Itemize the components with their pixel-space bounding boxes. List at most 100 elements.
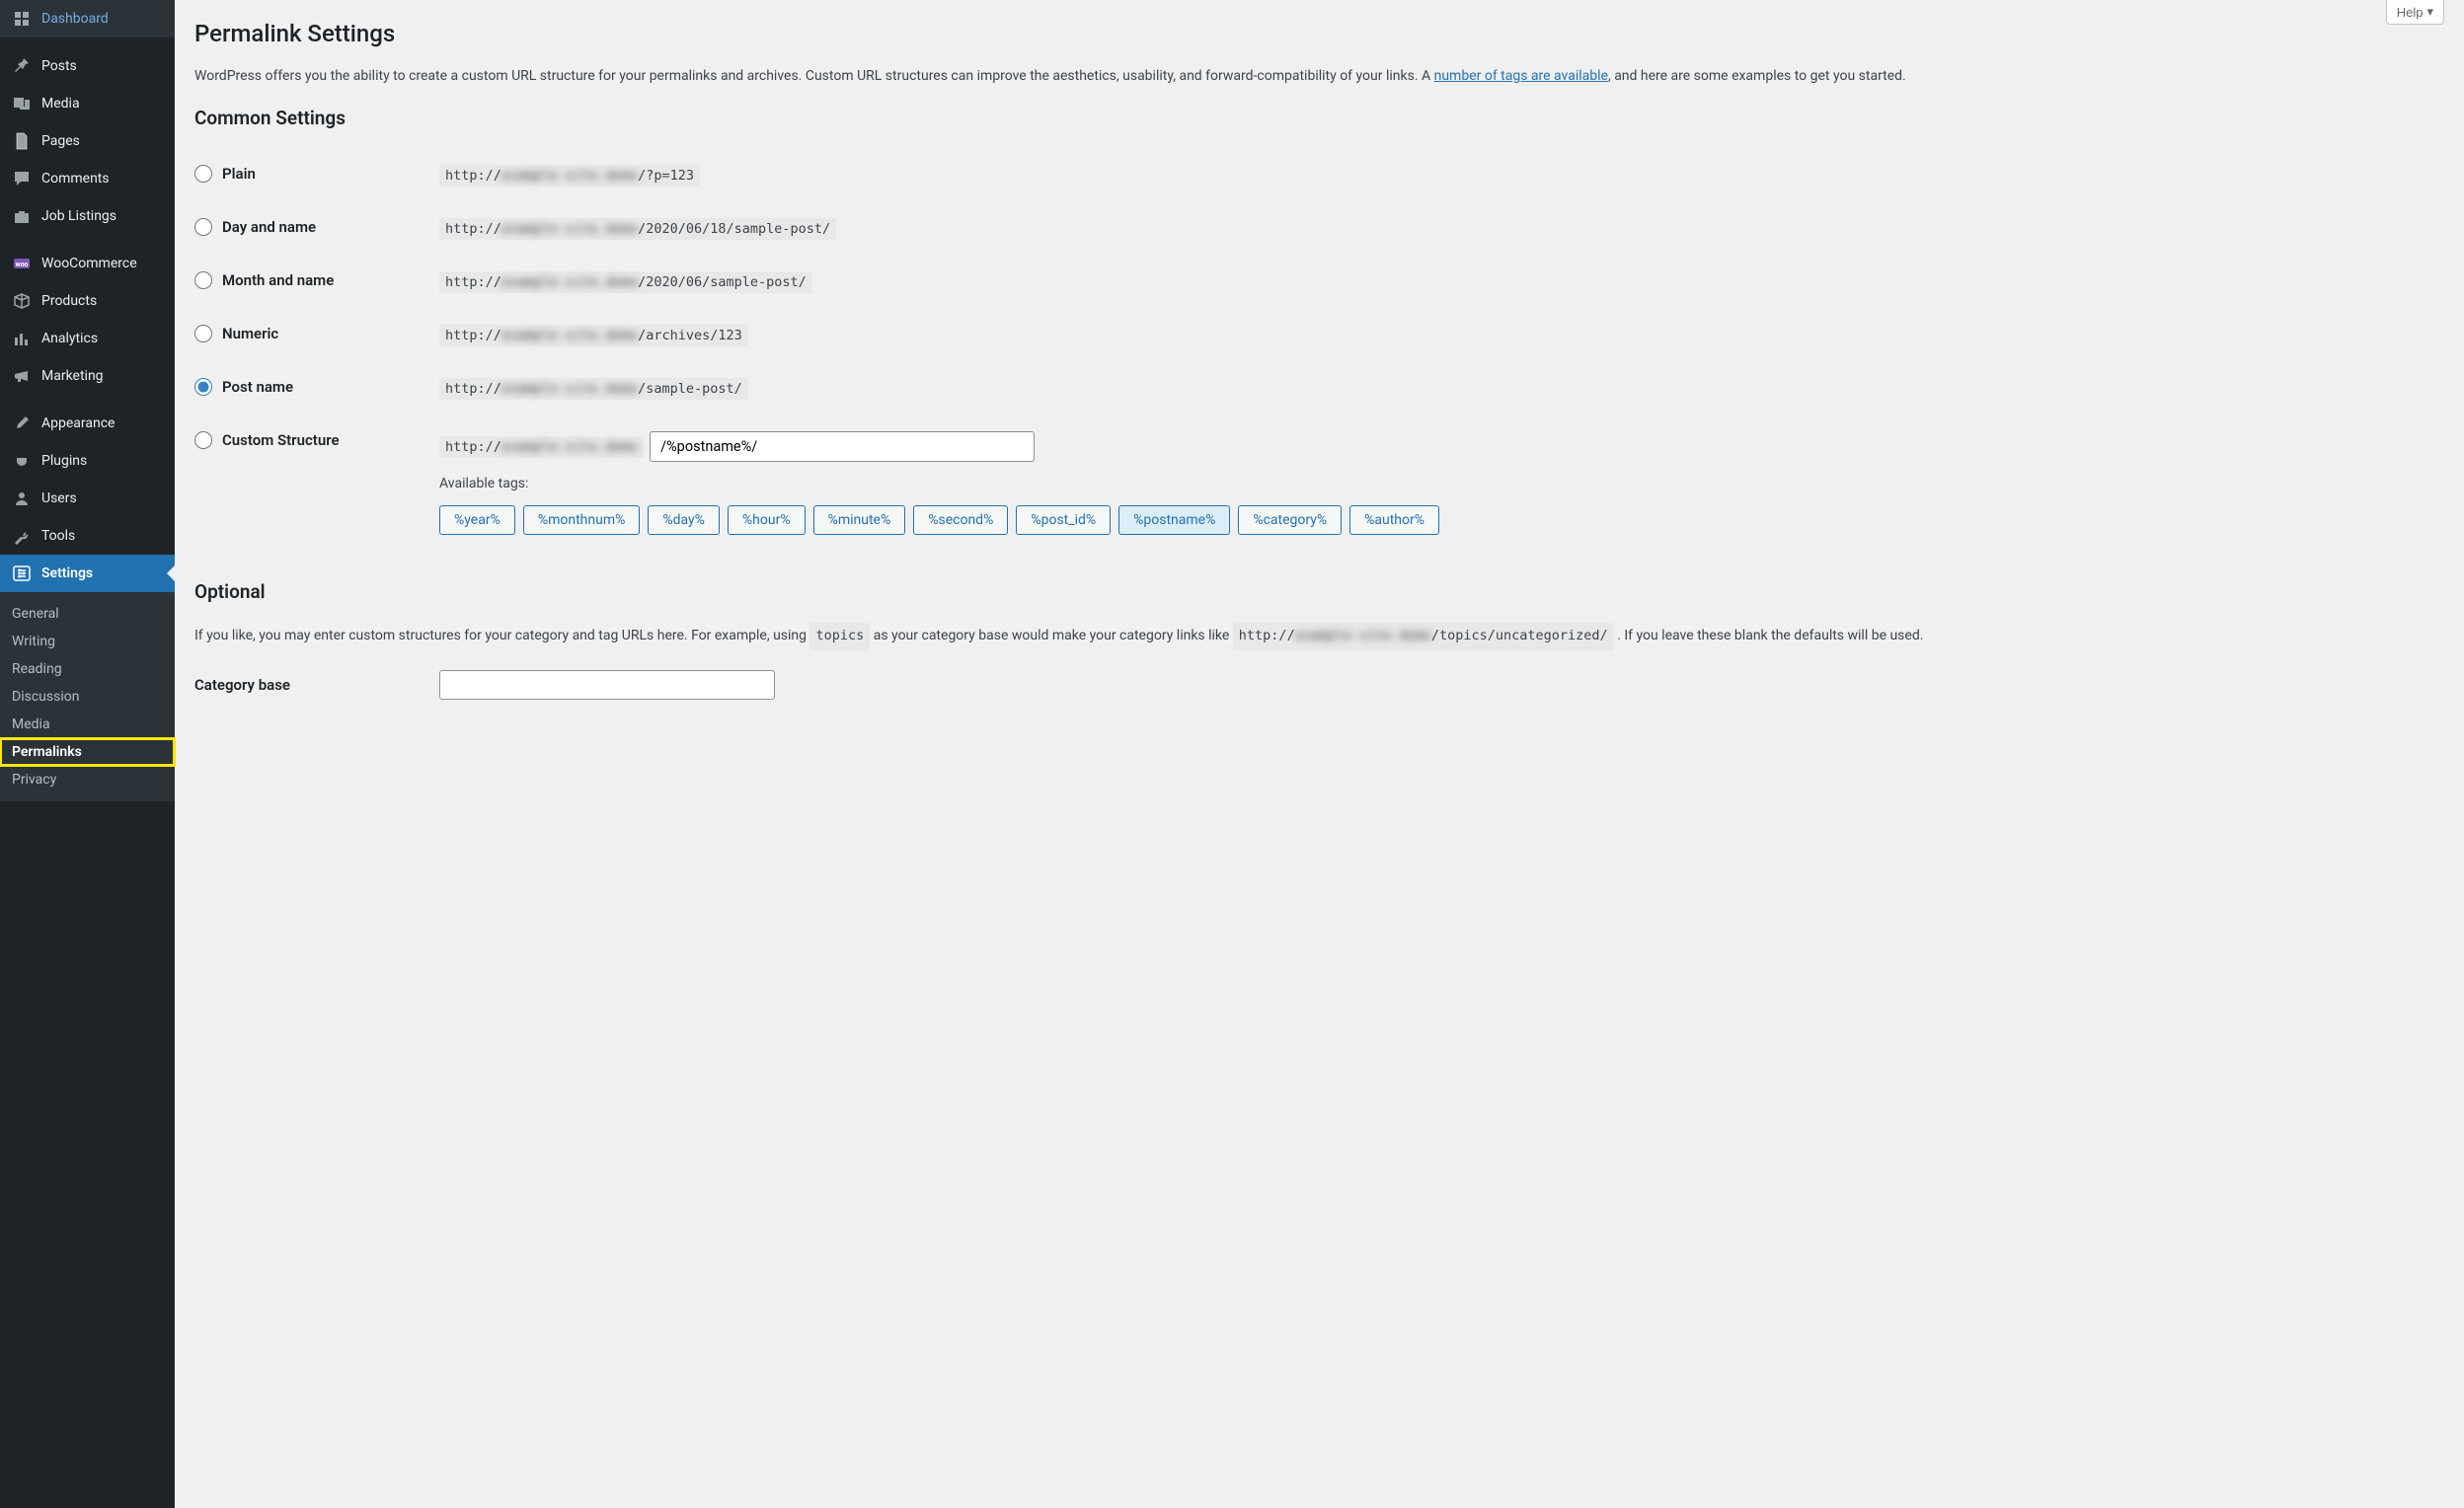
tag-button-post_id[interactable]: %post_id%	[1016, 505, 1111, 535]
permalink-radio-custom[interactable]	[194, 431, 212, 449]
sidebar-item-label: Comments	[41, 171, 110, 187]
main-content: Help ▾ Permalink Settings WordPress offe…	[175, 0, 2464, 1508]
sidebar-item-label: Analytics	[41, 331, 98, 346]
chevron-down-icon: ▾	[2426, 4, 2433, 20]
box-icon	[12, 291, 32, 311]
sidebar-item-analytics[interactable]: Analytics	[0, 320, 175, 357]
sidebar-item-label: Settings	[41, 566, 93, 581]
submenu-item-general[interactable]: General	[0, 600, 175, 628]
sidebar-item-label: Posts	[41, 58, 77, 74]
media-icon	[12, 94, 32, 113]
intro-paragraph: WordPress offers you the ability to crea…	[194, 65, 2444, 87]
tag-button-postname[interactable]: %postname%	[1118, 505, 1230, 535]
permalink-radio-dayname[interactable]	[194, 218, 212, 236]
custom-structure-input[interactable]	[650, 431, 1035, 462]
sidebar-item-label: Dashboard	[41, 11, 109, 27]
permalink-example-numeric: http://example-site.demo/archives/123	[439, 325, 748, 346]
permalink-option-plain: Plain http://example-site.demo/?p=123	[194, 149, 2444, 202]
permalink-example-dayname: http://example-site.demo/2020/06/18/samp…	[439, 218, 836, 240]
tag-button-second[interactable]: %second%	[913, 505, 1008, 535]
available-tags-label: Available tags:	[439, 476, 2444, 491]
permalink-label-plain[interactable]: Plain	[222, 165, 256, 183]
sidebar-item-settings[interactable]: Settings	[0, 555, 175, 592]
permalink-option-custom: Custom Structure http://example-site.demo…	[194, 415, 2444, 551]
permalink-option-postname: Post namehttp://example-site.demo/sample…	[194, 362, 2444, 415]
tags-available-link[interactable]: number of tags are available	[1434, 68, 1608, 84]
sidebar-item-label: Tools	[41, 528, 75, 544]
permalink-example-custom: http://example-site.demo	[439, 436, 644, 458]
submenu-item-discussion[interactable]: Discussion	[0, 683, 175, 711]
tag-button-author[interactable]: %author%	[1349, 505, 1439, 535]
tag-button-category[interactable]: %category%	[1238, 505, 1342, 535]
permalink-radio-plain[interactable]	[194, 165, 212, 183]
sidebar-item-label: Appearance	[41, 415, 115, 431]
sidebar-item-products[interactable]: Products	[0, 282, 175, 320]
help-button[interactable]: Help ▾	[2386, 0, 2444, 25]
pin-icon	[12, 56, 32, 76]
sidebar-item-marketing[interactable]: Marketing	[0, 357, 175, 395]
permalink-radio-monthname[interactable]	[194, 271, 212, 289]
sidebar-item-posts[interactable]: Posts	[0, 47, 175, 85]
brush-icon	[12, 414, 32, 433]
sidebar-item-label: Job Listings	[41, 208, 116, 224]
woo-icon: woo	[12, 254, 32, 273]
sidebar-item-label: WooCommerce	[41, 256, 137, 271]
category-base-input[interactable]	[439, 670, 775, 700]
admin-sidebar: Dashboard Posts Media Pages Comments Job List…	[0, 0, 175, 1508]
permalink-label-monthname[interactable]: Month and name	[222, 271, 334, 289]
settings-submenu: GeneralWritingReadingDiscussionMediaPerm…	[0, 592, 175, 801]
tag-button-year[interactable]: %year%	[439, 505, 515, 535]
permalink-label-numeric[interactable]: Numeric	[222, 325, 278, 342]
sidebar-item-label: Marketing	[41, 368, 104, 384]
tag-button-monthnum[interactable]: %monthnum%	[523, 505, 641, 535]
help-label: Help	[2397, 5, 2424, 20]
permalink-option-numeric: Numeric http://example-site.demo/archives…	[194, 309, 2444, 362]
optional-paragraph: If you like, you may enter custom struct…	[194, 623, 2444, 650]
sidebar-item-users[interactable]: Users	[0, 480, 175, 517]
sidebar-item-pages[interactable]: Pages	[0, 122, 175, 160]
comment-icon	[12, 169, 32, 188]
available-tags-row: %year% %monthnum%%day% %hour%%minute%%seco…	[439, 505, 2444, 535]
permalink-label-custom[interactable]: Custom Structure	[222, 431, 340, 449]
sidebar-item-plugins[interactable]: Plugins	[0, 442, 175, 480]
plug-icon	[12, 451, 32, 471]
sidebar-item-label: Users	[41, 490, 77, 506]
permalink-option-monthname: Month and name http://example-site.demo/2…	[194, 256, 2444, 309]
sidebar-item-woocommerce[interactable]: woo WooCommerce	[0, 245, 175, 282]
page-icon	[12, 131, 32, 151]
sidebar-item-label: Pages	[41, 133, 80, 149]
submenu-item-privacy[interactable]: Privacy	[0, 766, 175, 793]
permalink-example-monthname: http://example-site.demo/2020/06/sample-…	[439, 271, 812, 293]
permalink-label-postname[interactable]: Post name	[222, 378, 293, 396]
submenu-item-writing[interactable]: Writing	[0, 628, 175, 655]
tag-button-hour[interactable]: %hour%	[728, 505, 806, 535]
sidebar-item-comments[interactable]: Comments	[0, 160, 175, 197]
briefcase-icon	[12, 206, 32, 226]
page-title: Permalink Settings	[194, 20, 2444, 47]
tag-button-minute[interactable]: %minute%	[813, 505, 906, 535]
submenu-item-media[interactable]: Media	[0, 711, 175, 738]
sidebar-item-appearance[interactable]: Appearance	[0, 405, 175, 442]
sidebar-item-media[interactable]: Media	[0, 85, 175, 122]
sidebar-item-label: Products	[41, 293, 97, 309]
wrench-icon	[12, 526, 32, 546]
optional-code-topics: topics	[809, 623, 870, 650]
permalink-label-dayname[interactable]: Day and name	[222, 218, 316, 236]
megaphone-icon	[12, 366, 32, 386]
svg-text:woo: woo	[15, 261, 28, 268]
optional-code-url: http://example-site.demo/topics/uncatego…	[1233, 623, 1614, 650]
sliders-icon	[12, 564, 32, 583]
sidebar-item-tools[interactable]: Tools	[0, 517, 175, 555]
optional-heading: Optional	[194, 580, 2444, 603]
permalink-example-plain: http://example-site.demo/?p=123	[439, 165, 700, 187]
permalink-radio-numeric[interactable]	[194, 325, 212, 342]
permalink-radio-postname[interactable]	[194, 378, 212, 396]
common-settings-heading: Common Settings	[194, 107, 2444, 129]
sidebar-item-dashboard[interactable]: Dashboard	[0, 0, 175, 38]
submenu-item-permalinks[interactable]: Permalinks	[0, 738, 175, 766]
permalink-option-dayname: Day and name http://example-site.demo/202…	[194, 202, 2444, 256]
tag-button-day[interactable]: %day%	[648, 505, 720, 535]
sidebar-item-label: Plugins	[41, 453, 87, 469]
sidebar-item-joblistings[interactable]: Job Listings	[0, 197, 175, 235]
submenu-item-reading[interactable]: Reading	[0, 655, 175, 683]
